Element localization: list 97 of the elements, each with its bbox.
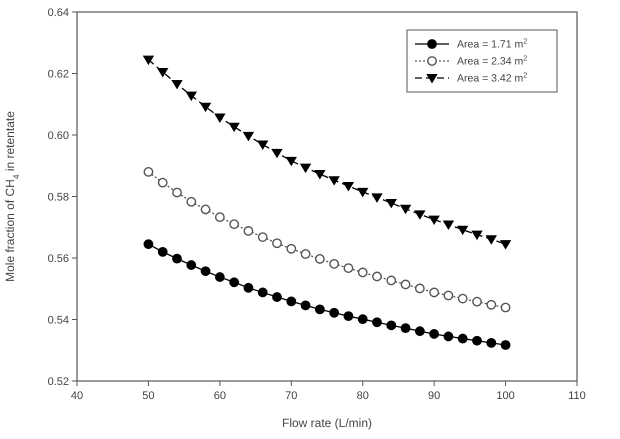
point [457, 226, 468, 235]
point [358, 314, 368, 324]
point [229, 219, 240, 230]
point [314, 304, 325, 314]
point [458, 334, 468, 344]
point [372, 272, 382, 282]
point [286, 296, 296, 306]
point [472, 296, 482, 307]
point [428, 216, 440, 225]
y-tick-label: 0.58 [48, 191, 69, 204]
point [272, 238, 282, 248]
point [500, 240, 511, 250]
point [172, 80, 182, 89]
point [172, 188, 182, 198]
point [357, 188, 368, 197]
point [200, 102, 211, 112]
point [400, 323, 410, 334]
point [157, 68, 168, 77]
point [244, 226, 254, 236]
point [258, 288, 268, 298]
point [300, 249, 310, 259]
point [214, 113, 226, 122]
x-tick-label: 90 [428, 390, 440, 402]
point [228, 122, 240, 132]
point [186, 92, 197, 101]
point [143, 56, 154, 65]
point [244, 282, 254, 293]
point [286, 156, 297, 166]
point [444, 332, 454, 342]
point [472, 336, 482, 346]
point [186, 260, 196, 270]
point [214, 212, 225, 222]
x-tick-label: 40 [70, 390, 84, 402]
x-tick-label: 50 [142, 390, 155, 402]
y-tick-label: 0.52 [48, 376, 69, 388]
point [272, 148, 282, 158]
point [328, 176, 340, 186]
x-tick-label: 100 [496, 390, 515, 402]
y-tick-label: 0.54 [48, 314, 69, 326]
x-tick-label: 70 [285, 390, 298, 402]
legend-label: Area = 1.71 m$^{2}$ [457, 36, 528, 51]
point [172, 254, 182, 264]
point [386, 198, 397, 208]
point [372, 193, 382, 202]
point [472, 230, 482, 240]
point [229, 277, 240, 288]
y-tick-label: 0.56 [48, 252, 69, 265]
point [243, 132, 254, 141]
point [300, 164, 311, 173]
legend-label: Area = 2.34 m$^{2}$ [457, 53, 528, 68]
point [214, 272, 225, 282]
point [400, 280, 410, 290]
point [144, 167, 154, 177]
point [200, 204, 210, 214]
point [443, 220, 454, 230]
point [329, 258, 340, 269]
point [186, 196, 196, 207]
point [329, 308, 340, 318]
point [344, 263, 354, 274]
point [500, 302, 510, 312]
point [400, 204, 411, 214]
x-tick-label: 60 [214, 390, 226, 402]
point [358, 268, 368, 278]
point [200, 266, 210, 276]
point [258, 232, 268, 242]
y-tick-label: 0.62 [48, 68, 69, 80]
point [272, 292, 282, 302]
point [486, 235, 497, 244]
point [144, 239, 154, 250]
point [414, 326, 425, 336]
y-tick-label: 0.64 [48, 6, 69, 19]
point [257, 140, 268, 150]
point [372, 317, 382, 328]
point [458, 294, 468, 304]
point [300, 300, 310, 310]
point [158, 178, 168, 188]
point [343, 182, 354, 192]
point [158, 246, 168, 257]
point [486, 300, 496, 310]
point [314, 170, 326, 180]
point [500, 340, 510, 350]
point [429, 288, 440, 298]
point [444, 290, 454, 300]
point [344, 311, 354, 322]
x-tick-label: 80 [356, 390, 369, 402]
point [386, 276, 396, 286]
x-tick-label: 110 [568, 390, 586, 402]
legend-label: Area = 3.42 m$^{2}$ [457, 70, 528, 85]
point [429, 329, 440, 339]
point [414, 284, 425, 294]
point [314, 254, 325, 264]
x-axis-title: Flow rate (L/min) [282, 416, 372, 430]
point [414, 210, 426, 220]
point [486, 338, 496, 348]
point [286, 244, 296, 254]
point [386, 320, 396, 330]
y-tick-label: 0.60 [48, 130, 69, 142]
